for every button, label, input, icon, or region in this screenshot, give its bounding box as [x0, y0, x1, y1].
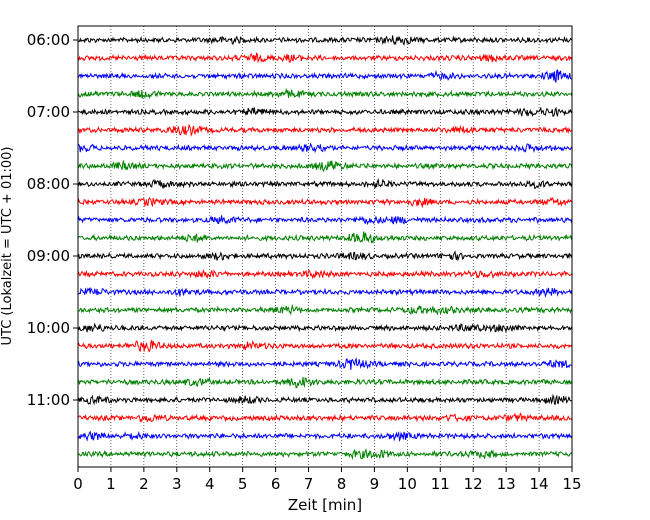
x-tick-label-5: 5	[238, 475, 248, 493]
seismic-traces	[77, 35, 573, 460]
trace-22	[77, 412, 573, 423]
x-tick-label-7: 7	[304, 475, 314, 493]
x-tick-label-14: 14	[530, 475, 549, 493]
y-axis-label: UTC (Lokalzeit = UTC + 01:00)	[0, 147, 15, 346]
x-axis-ticks: 0 1 2 3 4 5 6 7 8 9 10 11 12 13 14 15	[73, 467, 582, 493]
trace-6	[77, 123, 573, 137]
trace-8	[77, 159, 573, 173]
x-tick-label-12: 12	[464, 475, 483, 493]
y-tick-label-0: 06:00	[27, 31, 70, 49]
trace-13	[77, 250, 573, 262]
trace-23	[77, 430, 573, 442]
x-axis-label: Zeit [min]	[288, 496, 362, 514]
x-tick-label-13: 13	[497, 475, 516, 493]
trace-3	[77, 69, 573, 83]
trace-10	[77, 197, 573, 209]
x-tick-label-10: 10	[398, 475, 417, 493]
y-tick-label-2: 08:00	[27, 175, 70, 193]
x-tick-label-4: 4	[205, 475, 215, 493]
trace-7	[77, 142, 573, 154]
trace-17	[77, 322, 573, 334]
trace-20	[77, 376, 573, 389]
x-tick-label-2: 2	[139, 475, 149, 493]
trace-19	[77, 357, 573, 370]
trace-12	[78, 231, 573, 244]
y-tick-label-4: 10:00	[27, 319, 70, 337]
x-tick-label-15: 15	[562, 475, 581, 493]
y-tick-label-3: 09:00	[27, 247, 70, 265]
trace-5	[77, 106, 573, 118]
x-tick-label-11: 11	[431, 475, 450, 493]
plot-area	[78, 26, 572, 467]
x-tick-label-3: 3	[172, 475, 182, 493]
trace-21	[77, 393, 573, 406]
y-axis-ticks: 06:00 07:00 08:00 09:00 10:00 11:00	[27, 31, 78, 409]
trace-14	[77, 269, 573, 280]
trace-18	[77, 339, 573, 353]
plot-frame	[77, 25, 573, 468]
x-tick-label-6: 6	[271, 475, 281, 493]
trace-24	[77, 448, 573, 460]
trace-1	[77, 35, 573, 46]
y-tick-label-5: 11:00	[27, 391, 70, 409]
trace-15	[77, 286, 573, 298]
trace-11	[77, 215, 573, 226]
trace-4	[77, 87, 573, 100]
trace-2	[77, 52, 573, 64]
x-tick-label-8: 8	[337, 475, 347, 493]
x-tick-label-0: 0	[73, 475, 83, 493]
x-tick-label-1: 1	[106, 475, 116, 493]
x-tick-label-9: 9	[370, 475, 380, 493]
y-tick-label-1: 07:00	[27, 103, 70, 121]
trace-16	[77, 303, 573, 316]
trace-9	[77, 178, 573, 190]
